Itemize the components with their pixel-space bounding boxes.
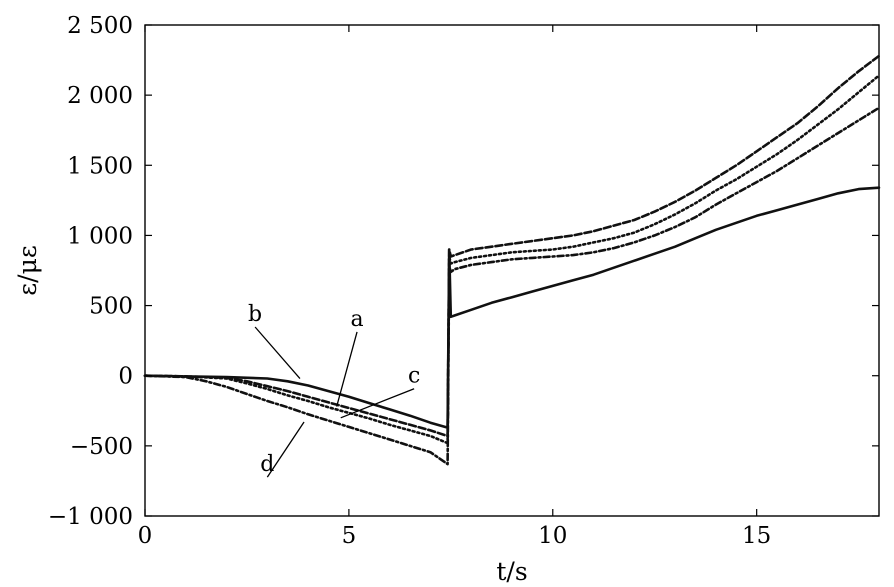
y-tick-label: 1 000 — [67, 223, 133, 249]
callout-leader-b — [254, 326, 301, 379]
callout-leader-c — [340, 388, 415, 419]
series-line-c — [143, 74, 881, 445]
y-tick-label: −1 000 — [48, 504, 133, 530]
callout-label-a: a — [350, 307, 363, 332]
y-tick-label: 2 000 — [67, 83, 133, 109]
callout-label-b: b — [248, 302, 262, 327]
series-line-b — [143, 54, 881, 438]
axis-ticks: 0 5 10 15 −1 000 −500 0 500 1 000 1 500 2 000 2 500 — [48, 13, 879, 549]
y-tick-label: 2 500 — [67, 13, 133, 39]
callout-leader-d — [266, 421, 305, 478]
series-line-a — [143, 186, 881, 429]
series-group — [143, 54, 881, 466]
x-tick-label: 10 — [538, 523, 567, 549]
x-tick-label: 0 — [138, 523, 153, 549]
y-tick-label: 0 — [118, 364, 133, 390]
x-tick-label: 5 — [342, 523, 357, 549]
callout-leader-a — [336, 331, 358, 407]
callout-label-d: d — [260, 452, 274, 477]
y-tick-label: −500 — [70, 434, 133, 460]
y-tick-label: 500 — [89, 294, 133, 320]
series-line-d — [143, 106, 881, 466]
y-axis-label: ε/με — [13, 245, 42, 296]
callout-label-c: c — [408, 364, 420, 389]
plot-area — [144, 24, 880, 517]
x-tick-label: 15 — [742, 523, 771, 549]
plot-frame — [144, 24, 880, 517]
x-axis-label: t/s — [496, 557, 527, 586]
annotation-group: b a c d — [248, 302, 420, 478]
y-tick-label: 1 500 — [67, 153, 133, 179]
